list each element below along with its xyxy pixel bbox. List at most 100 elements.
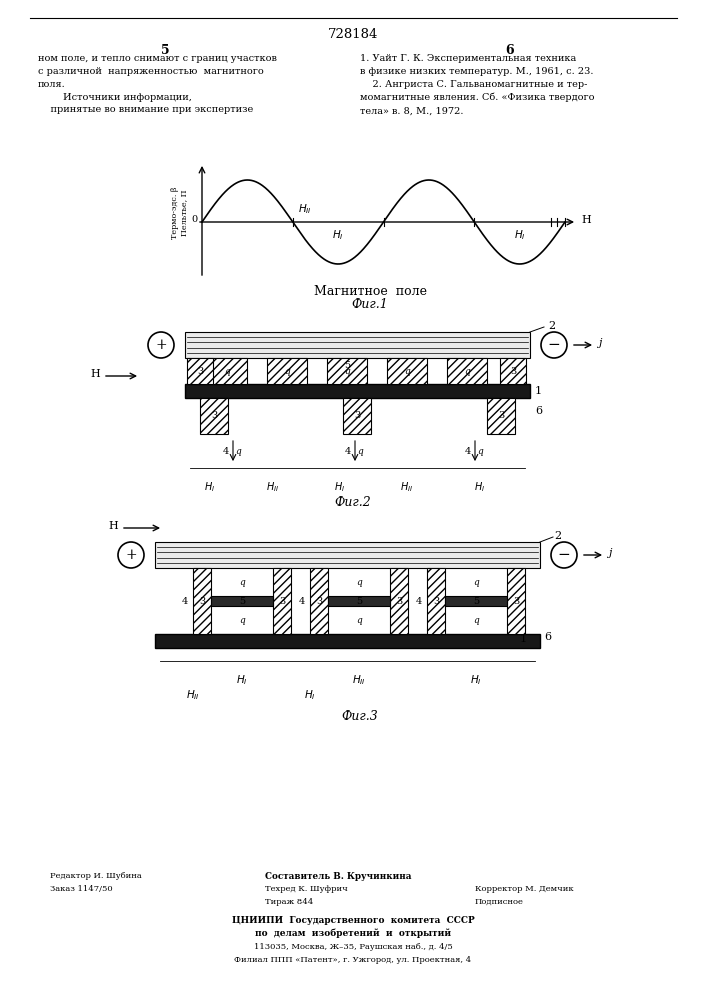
Text: 5: 5 [473, 597, 479, 606]
Text: 113035, Москва, Ж–35, Раушская наб., д. 4/5: 113035, Москва, Ж–35, Раушская наб., д. … [254, 943, 452, 951]
Text: Филиал ППП «Патент», г. Ужгород, ул. Проектная, 4: Филиал ППП «Патент», г. Ужгород, ул. Про… [235, 956, 472, 964]
Text: +: + [156, 338, 167, 352]
Text: $H_I$: $H_I$ [236, 673, 248, 687]
Bar [343, 398, 371, 434]
Bar [507, 568, 525, 634]
Text: Составитель В. Кручинкина: Составитель В. Кручинкина [265, 872, 411, 881]
Text: $H_{II}$: $H_{II}$ [298, 202, 312, 216]
Bar [427, 568, 445, 634]
Text: 4: 4 [182, 596, 188, 605]
Text: 5: 5 [356, 597, 362, 606]
Bar [155, 634, 540, 648]
Text: 4: 4 [464, 446, 471, 456]
Text: Подписное: Подписное [475, 898, 524, 906]
Text: 5: 5 [344, 361, 350, 370]
Text: q: q [235, 446, 241, 456]
Bar [200, 398, 228, 434]
Text: Тираж 844: Тираж 844 [265, 898, 313, 906]
Text: 3: 3 [513, 596, 519, 605]
Text: q: q [239, 578, 245, 587]
Text: $H_I$: $H_I$ [470, 673, 482, 687]
Text: H: H [108, 521, 118, 531]
Text: Фиг.3: Фиг.3 [341, 710, 378, 723]
Bar [328, 596, 390, 606]
Text: 3: 3 [279, 596, 285, 605]
Text: $H_I$: $H_I$ [474, 480, 486, 494]
Bar [327, 358, 367, 384]
Text: по  делам  изобретений  и  открытий: по делам изобретений и открытий [255, 929, 451, 938]
Bar [447, 358, 487, 384]
Bar [390, 568, 408, 634]
Text: −: − [548, 338, 561, 352]
Text: q: q [224, 366, 230, 375]
Text: q: q [357, 446, 363, 456]
Text: j: j [598, 338, 602, 348]
Text: q: q [356, 578, 362, 587]
Text: Термо-эдс. β
Пельтье, П: Термо-эдс. β Пельтье, П [171, 187, 189, 239]
Text: 1: 1 [520, 634, 527, 644]
Text: q: q [284, 366, 290, 375]
Text: q: q [356, 616, 362, 625]
Text: 3: 3 [197, 366, 203, 375]
Text: 3: 3 [396, 596, 402, 605]
Bar [185, 384, 530, 398]
Text: $H_I$: $H_I$ [304, 688, 316, 702]
Bar [207, 358, 247, 384]
Bar [273, 568, 291, 634]
Text: $H_I$: $H_I$ [332, 228, 344, 242]
Text: 5: 5 [239, 597, 245, 606]
Bar [193, 568, 211, 634]
Text: Магнитное  поле: Магнитное поле [313, 285, 426, 298]
Text: $H_I$: $H_I$ [514, 228, 525, 242]
Text: 3: 3 [199, 596, 205, 605]
Text: $H_{II}$: $H_{II}$ [186, 688, 200, 702]
Text: ЦНИИПИ  Государственного  комитета  СССР: ЦНИИПИ Государственного комитета СССР [232, 916, 474, 925]
Bar [445, 596, 507, 606]
Text: 3: 3 [354, 412, 360, 420]
Bar [487, 398, 515, 434]
Bar [211, 596, 273, 606]
Bar [187, 358, 213, 384]
Text: q: q [477, 446, 483, 456]
Bar [155, 542, 540, 568]
Text: 3: 3 [510, 366, 516, 375]
Bar [387, 358, 427, 384]
Text: $H_{II}$: $H_{II}$ [400, 480, 414, 494]
Text: −: − [558, 548, 571, 562]
Text: 6: 6 [506, 44, 514, 57]
Text: Фиг.2: Фиг.2 [334, 496, 371, 509]
Text: 3: 3 [498, 412, 504, 420]
Text: $H_{II}$: $H_{II}$ [267, 480, 279, 494]
Text: 2: 2 [554, 531, 561, 541]
Text: 4: 4 [299, 596, 305, 605]
Text: Техред К. Шуфрич: Техред К. Шуфрич [265, 885, 348, 893]
Text: 1. Уайт Г. К. Экспериментальная техника
в физике низких температур. М., 1961, с.: 1. Уайт Г. К. Экспериментальная техника … [360, 54, 595, 115]
Text: 6: 6 [535, 406, 542, 416]
Text: 2: 2 [548, 321, 555, 331]
Text: 5: 5 [160, 44, 169, 57]
Bar [267, 358, 307, 384]
Text: 3: 3 [433, 596, 439, 605]
Text: q: q [473, 616, 479, 625]
Text: 4: 4 [416, 596, 422, 605]
Bar [500, 358, 526, 384]
Text: 3: 3 [316, 596, 322, 605]
Text: $H_{II}$: $H_{II}$ [352, 673, 366, 687]
Text: 4: 4 [223, 446, 229, 456]
Text: 6: 6 [544, 632, 551, 642]
Text: H: H [581, 215, 591, 225]
Text: $H_I$: $H_I$ [204, 480, 216, 494]
Text: 0: 0 [192, 216, 198, 225]
Text: q: q [239, 616, 245, 625]
Text: Фиг.1: Фиг.1 [351, 298, 388, 311]
Text: 4: 4 [345, 446, 351, 456]
Text: ном поле, и тепло снимают с границ участков
с различной  напряженностью  магнитн: ном поле, и тепло снимают с границ участ… [38, 54, 277, 114]
Text: $H_I$: $H_I$ [334, 480, 346, 494]
Text: q: q [473, 578, 479, 587]
Text: q: q [464, 366, 470, 375]
Text: 3: 3 [211, 412, 217, 420]
Text: j: j [608, 548, 612, 558]
Bar [310, 568, 328, 634]
Text: +: + [125, 548, 137, 562]
Text: q: q [344, 366, 350, 375]
